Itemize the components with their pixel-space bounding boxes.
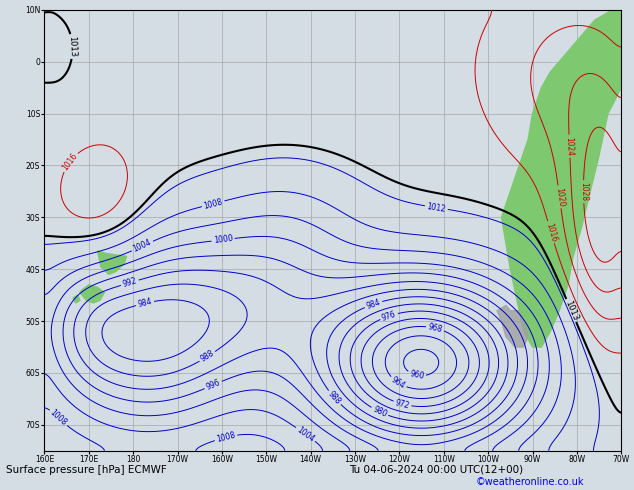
Text: 960: 960 bbox=[408, 369, 425, 381]
Text: 1004: 1004 bbox=[295, 425, 316, 443]
Text: 1016: 1016 bbox=[544, 221, 558, 243]
Polygon shape bbox=[80, 285, 104, 303]
Text: 976: 976 bbox=[380, 309, 398, 322]
Text: Surface pressure [hPa] ECMWF: Surface pressure [hPa] ECMWF bbox=[6, 465, 167, 475]
Text: 964: 964 bbox=[389, 375, 407, 391]
Text: 996: 996 bbox=[205, 378, 222, 392]
Text: 1028: 1028 bbox=[579, 182, 588, 201]
Text: 1000: 1000 bbox=[213, 234, 233, 245]
Text: 968: 968 bbox=[427, 322, 443, 334]
Polygon shape bbox=[497, 306, 528, 347]
Text: 1008: 1008 bbox=[216, 431, 236, 444]
Text: Tu 04-06-2024 00:00 UTC(12+00): Tu 04-06-2024 00:00 UTC(12+00) bbox=[349, 465, 523, 475]
Text: 988: 988 bbox=[327, 390, 342, 406]
Polygon shape bbox=[73, 295, 80, 303]
Text: ©weatheronline.co.uk: ©weatheronline.co.uk bbox=[476, 477, 584, 487]
Text: 972: 972 bbox=[394, 398, 410, 410]
Text: 980: 980 bbox=[371, 405, 388, 419]
Text: 988: 988 bbox=[199, 349, 216, 364]
Text: 1012: 1012 bbox=[426, 202, 446, 214]
Text: 1020: 1020 bbox=[553, 187, 566, 207]
Text: 992: 992 bbox=[122, 276, 138, 289]
Text: 1024: 1024 bbox=[565, 137, 574, 156]
Polygon shape bbox=[98, 251, 127, 274]
Text: 1013: 1013 bbox=[563, 299, 579, 322]
Text: 1013: 1013 bbox=[67, 36, 77, 57]
Text: 1004: 1004 bbox=[132, 238, 153, 254]
Text: 984: 984 bbox=[365, 297, 382, 311]
Text: 1016: 1016 bbox=[60, 151, 79, 172]
Polygon shape bbox=[501, 10, 621, 347]
Text: 1008: 1008 bbox=[203, 197, 224, 211]
Text: 1008: 1008 bbox=[48, 408, 68, 428]
Text: 984: 984 bbox=[137, 297, 153, 309]
